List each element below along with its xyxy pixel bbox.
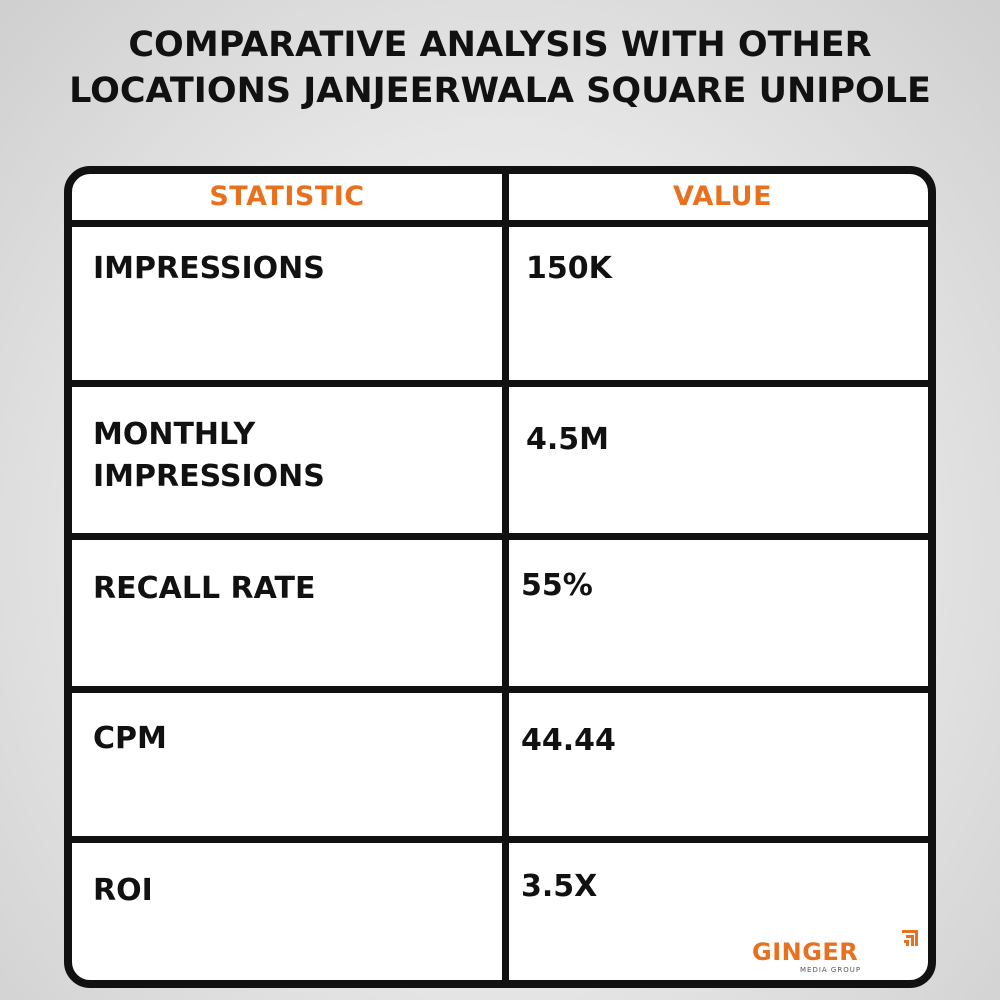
value-impressions: 150K (526, 251, 612, 286)
row-divider (72, 533, 928, 540)
ginger-logo-icon (902, 930, 918, 946)
page-title: COMPARATIVE ANALYSIS WITH OTHER LOCATION… (0, 22, 1000, 114)
statistic-monthly-impressions-line-1: MONTHLY (93, 417, 256, 452)
value-monthly-impressions: 4.5M (526, 422, 609, 457)
row-divider (72, 380, 928, 387)
logo-tagline: MEDIA GROUP (800, 966, 862, 974)
header-value: VALUE (672, 181, 773, 212)
row-divider (72, 836, 928, 843)
page-title-line-2: LOCATIONS JANJEERWALA SQUARE UNIPOLE (69, 71, 931, 111)
row-divider (72, 686, 928, 693)
column-divider (502, 174, 509, 980)
value-recall-rate: 55% (521, 568, 593, 603)
ginger-logo: GINGER MEDIA GROUP (752, 930, 922, 980)
statistic-cpm: CPM (93, 721, 167, 756)
header-statistic: STATISTIC (209, 181, 365, 212)
logo-name: GINGER (752, 938, 859, 966)
statistic-recall-rate: RECALL RATE (93, 571, 316, 606)
page-title-line-1: COMPARATIVE ANALYSIS WITH OTHER (128, 25, 872, 65)
value-cpm: 44.44 (521, 723, 616, 758)
statistic-impressions: IMPRESSIONS (93, 251, 325, 286)
header-divider (72, 220, 928, 227)
statistic-monthly-impressions-line-2: IMPRESSIONS (93, 459, 325, 494)
statistic-roi: ROI (93, 873, 153, 908)
value-roi: 3.5X (521, 869, 598, 904)
statistics-table: STATISTIC VALUE IMPRESSIONS 150K MONTHLY… (64, 166, 936, 988)
